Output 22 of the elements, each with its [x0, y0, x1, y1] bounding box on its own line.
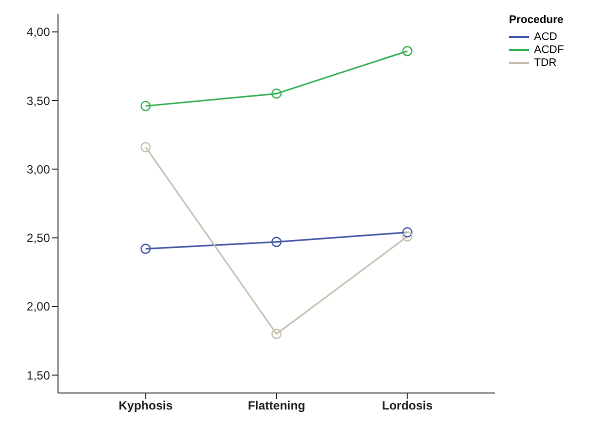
legend-label: TDR	[534, 56, 557, 68]
legend-label: ACDF	[534, 44, 564, 56]
point	[402, 46, 412, 56]
point	[402, 231, 412, 242]
x-tick-label: Lordosis	[382, 398, 433, 413]
point	[140, 244, 151, 254]
legend-title: Procedure	[509, 14, 564, 26]
point	[271, 88, 282, 99]
y-tick-label: 2,00	[26, 300, 50, 314]
legend-label: ACD	[534, 30, 558, 42]
y-tick-label: 1,50	[26, 368, 50, 382]
x-tick-label: Flattening	[248, 398, 306, 413]
y-tick-label: 3,00	[26, 162, 50, 176]
point	[402, 227, 412, 238]
x-tick-label: Kyphosis	[118, 398, 173, 413]
point	[271, 236, 282, 248]
point	[140, 142, 151, 152]
point	[271, 328, 282, 340]
y-tick-label: 4,00	[26, 25, 50, 40]
point	[140, 100, 151, 112]
y-tick-label: 2,50	[26, 231, 50, 246]
y-tick-label: 3,50	[26, 94, 50, 108]
